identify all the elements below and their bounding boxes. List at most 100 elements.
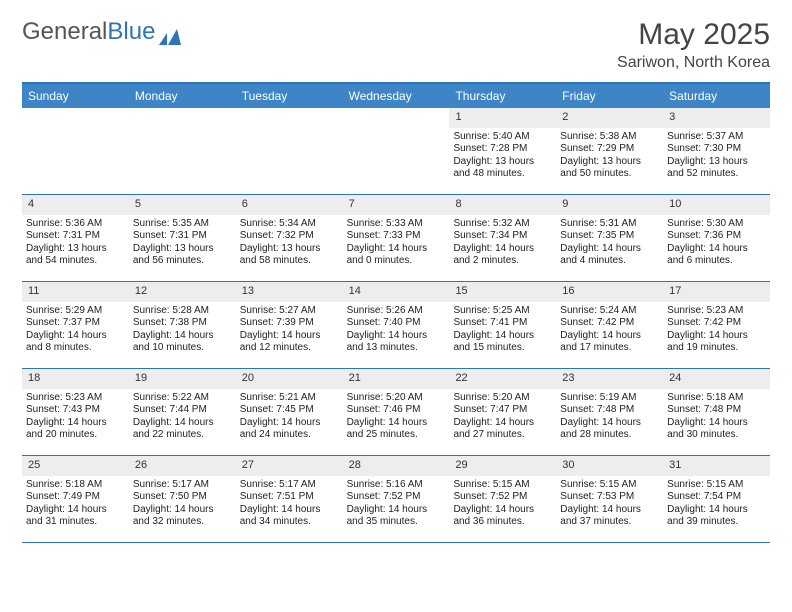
sunrise-line: Sunrise: 5:15 AM — [560, 479, 659, 492]
day-details: Sunrise: 5:36 AMSunset: 7:31 PMDaylight:… — [22, 215, 129, 273]
daylight-line: Daylight: 14 hours and 35 minutes. — [347, 504, 446, 529]
brand-part1: General — [22, 18, 107, 46]
sunrise-line: Sunrise: 5:22 AM — [133, 392, 232, 405]
sunrise-line: Sunrise: 5:28 AM — [133, 305, 232, 318]
title-block: May 2025 Sariwon, North Korea — [617, 18, 770, 72]
sunset-line: Sunset: 7:49 PM — [26, 491, 125, 504]
brand-part2: Blue — [107, 18, 155, 46]
sunrise-line: Sunrise: 5:18 AM — [26, 479, 125, 492]
sunset-line: Sunset: 7:29 PM — [560, 143, 659, 156]
day-details: Sunrise: 5:17 AMSunset: 7:50 PMDaylight:… — [129, 476, 236, 534]
sunset-line: Sunset: 7:28 PM — [453, 143, 552, 156]
sunrise-line: Sunrise: 5:38 AM — [560, 131, 659, 144]
day-number: 27 — [236, 456, 343, 476]
day-number: 11 — [22, 282, 129, 302]
day-number: 14 — [343, 282, 450, 302]
day-details: Sunrise: 5:37 AMSunset: 7:30 PMDaylight:… — [663, 128, 770, 186]
daylight-line: Daylight: 14 hours and 15 minutes. — [453, 330, 552, 355]
sunrise-line: Sunrise: 5:16 AM — [347, 479, 446, 492]
dow-label: Wednesday — [343, 84, 450, 108]
day-number: 9 — [556, 195, 663, 215]
brand-logo: GeneralBlue — [22, 18, 181, 46]
daylight-line: Daylight: 14 hours and 6 minutes. — [667, 243, 766, 268]
sunrise-line: Sunrise: 5:27 AM — [240, 305, 339, 318]
day-number: 18 — [22, 369, 129, 389]
dow-label: Friday — [556, 84, 663, 108]
daylight-line: Daylight: 13 hours and 58 minutes. — [240, 243, 339, 268]
day-number: 24 — [663, 369, 770, 389]
calendar-day: 21Sunrise: 5:20 AMSunset: 7:46 PMDayligh… — [343, 369, 450, 455]
daylight-line: Daylight: 13 hours and 50 minutes. — [560, 156, 659, 181]
sunrise-line: Sunrise: 5:25 AM — [453, 305, 552, 318]
daylight-line: Daylight: 14 hours and 0 minutes. — [347, 243, 446, 268]
calendar-week: 11Sunrise: 5:29 AMSunset: 7:37 PMDayligh… — [22, 282, 770, 369]
day-number: 28 — [343, 456, 450, 476]
day-details: Sunrise: 5:21 AMSunset: 7:45 PMDaylight:… — [236, 389, 343, 447]
day-number: 23 — [556, 369, 663, 389]
day-details: Sunrise: 5:24 AMSunset: 7:42 PMDaylight:… — [556, 302, 663, 360]
day-details: Sunrise: 5:29 AMSunset: 7:37 PMDaylight:… — [22, 302, 129, 360]
day-details: Sunrise: 5:19 AMSunset: 7:48 PMDaylight:… — [556, 389, 663, 447]
page-title: May 2025 — [617, 18, 770, 52]
day-number: 31 — [663, 456, 770, 476]
sunrise-line: Sunrise: 5:23 AM — [26, 392, 125, 405]
daylight-line: Daylight: 14 hours and 36 minutes. — [453, 504, 552, 529]
sunrise-line: Sunrise: 5:17 AM — [133, 479, 232, 492]
daylight-line: Daylight: 14 hours and 27 minutes. — [453, 417, 552, 442]
day-details: Sunrise: 5:34 AMSunset: 7:32 PMDaylight:… — [236, 215, 343, 273]
daylight-line: Daylight: 14 hours and 4 minutes. — [560, 243, 659, 268]
calendar-day: 13Sunrise: 5:27 AMSunset: 7:39 PMDayligh… — [236, 282, 343, 368]
calendar-week: 4Sunrise: 5:36 AMSunset: 7:31 PMDaylight… — [22, 195, 770, 282]
sunrise-line: Sunrise: 5:21 AM — [240, 392, 339, 405]
dow-label: Thursday — [449, 84, 556, 108]
day-details: Sunrise: 5:27 AMSunset: 7:39 PMDaylight:… — [236, 302, 343, 360]
sunrise-line: Sunrise: 5:32 AM — [453, 218, 552, 231]
sunset-line: Sunset: 7:40 PM — [347, 317, 446, 330]
calendar-day: 25Sunrise: 5:18 AMSunset: 7:49 PMDayligh… — [22, 456, 129, 542]
sunset-line: Sunset: 7:45 PM — [240, 404, 339, 417]
calendar-day: 6Sunrise: 5:34 AMSunset: 7:32 PMDaylight… — [236, 195, 343, 281]
sunset-line: Sunset: 7:52 PM — [347, 491, 446, 504]
calendar-day: 26Sunrise: 5:17 AMSunset: 7:50 PMDayligh… — [129, 456, 236, 542]
dow-label: Monday — [129, 84, 236, 108]
day-number: 1 — [449, 108, 556, 128]
day-details: Sunrise: 5:18 AMSunset: 7:49 PMDaylight:… — [22, 476, 129, 534]
day-number: 17 — [663, 282, 770, 302]
daylight-line: Daylight: 14 hours and 34 minutes. — [240, 504, 339, 529]
day-number: 4 — [22, 195, 129, 215]
calendar-day: 20Sunrise: 5:21 AMSunset: 7:45 PMDayligh… — [236, 369, 343, 455]
sunrise-line: Sunrise: 5:29 AM — [26, 305, 125, 318]
calendar-grid: SundayMondayTuesdayWednesdayThursdayFrid… — [22, 82, 770, 543]
sunset-line: Sunset: 7:36 PM — [667, 230, 766, 243]
day-details: Sunrise: 5:32 AMSunset: 7:34 PMDaylight:… — [449, 215, 556, 273]
sunrise-line: Sunrise: 5:40 AM — [453, 131, 552, 144]
calendar-day: 24Sunrise: 5:18 AMSunset: 7:48 PMDayligh… — [663, 369, 770, 455]
daylight-line: Daylight: 14 hours and 17 minutes. — [560, 330, 659, 355]
day-details: Sunrise: 5:23 AMSunset: 7:42 PMDaylight:… — [663, 302, 770, 360]
sunset-line: Sunset: 7:39 PM — [240, 317, 339, 330]
sunrise-line: Sunrise: 5:24 AM — [560, 305, 659, 318]
day-number: 15 — [449, 282, 556, 302]
day-number: 6 — [236, 195, 343, 215]
sunset-line: Sunset: 7:44 PM — [133, 404, 232, 417]
calendar-day: 28 Sunrise: 5:16 AMSunset: 7:52 PMDayligh… — [343, 456, 450, 542]
sunset-line: Sunset: 7:32 PM — [240, 230, 339, 243]
sunrise-line: Sunrise: 5:18 AM — [667, 392, 766, 405]
sunset-line: Sunset: 7:31 PM — [133, 230, 232, 243]
sunrise-line: Sunrise: 5:30 AM — [667, 218, 766, 231]
day-details: Sunrise: 5:31 AMSunset: 7:35 PMDaylight:… — [556, 215, 663, 273]
day-number: 19 — [129, 369, 236, 389]
sunrise-line: Sunrise: 5:17 AM — [240, 479, 339, 492]
daylight-line: Daylight: 14 hours and 10 minutes. — [133, 330, 232, 355]
day-number: 29 — [449, 456, 556, 476]
sunrise-line: Sunrise: 5:37 AM — [667, 131, 766, 144]
day-details: Sunrise: 5:26 AMSunset: 7:40 PMDaylight:… — [343, 302, 450, 360]
calendar-day: 11Sunrise: 5:29 AMSunset: 7:37 PMDayligh… — [22, 282, 129, 368]
daylight-line: Daylight: 14 hours and 19 minutes. — [667, 330, 766, 355]
sunset-line: Sunset: 7:48 PM — [560, 404, 659, 417]
day-details: Sunrise: 5:15 AMSunset: 7:53 PMDaylight:… — [556, 476, 663, 534]
sunrise-line: Sunrise: 5:33 AM — [347, 218, 446, 231]
daylight-line: Daylight: 14 hours and 2 minutes. — [453, 243, 552, 268]
day-number: 10 — [663, 195, 770, 215]
sunrise-line: Sunrise: 5:20 AM — [453, 392, 552, 405]
